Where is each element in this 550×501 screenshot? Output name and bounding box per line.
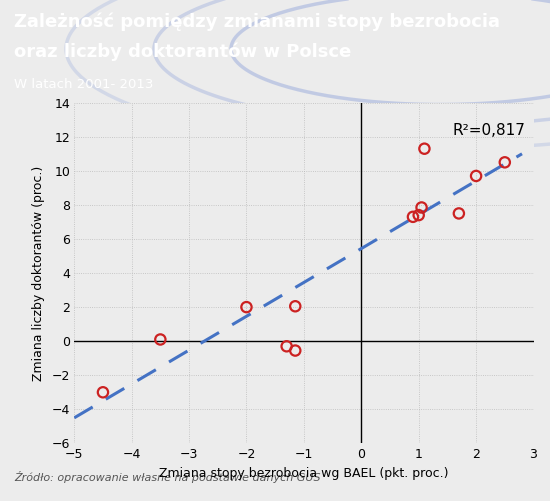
Y-axis label: Zmiana liczby doktorantów (proc.): Zmiana liczby doktorantów (proc.) [32, 165, 45, 381]
Point [420, 145, 429, 153]
Point [98, 388, 107, 396]
Point [472, 172, 481, 180]
Point [242, 303, 251, 311]
Text: oraz liczby doktorantów w Polsce: oraz liczby doktorantów w Polsce [14, 43, 351, 62]
Point [282, 342, 291, 350]
Point [417, 203, 426, 211]
X-axis label: Zmiana stopy bezrobocia wg BAEL (pkt. proc.): Zmiana stopy bezrobocia wg BAEL (pkt. pr… [159, 467, 449, 480]
Point [291, 302, 300, 310]
Text: R²=0,817: R²=0,817 [452, 123, 525, 138]
Point [454, 209, 463, 217]
Point [500, 158, 509, 166]
Text: Zależność pomiędzy zmianami stopy bezrobocia: Zależność pomiędzy zmianami stopy bezrob… [14, 13, 500, 31]
Text: W latach 2001- 2013: W latach 2001- 2013 [14, 78, 153, 91]
Point [291, 347, 300, 355]
Point [414, 211, 423, 219]
Point [156, 336, 165, 344]
Text: Źródło: opracowanie własne na podstawie danych GUS: Źródło: opracowanie własne na podstawie … [14, 470, 320, 482]
Point [409, 213, 417, 221]
